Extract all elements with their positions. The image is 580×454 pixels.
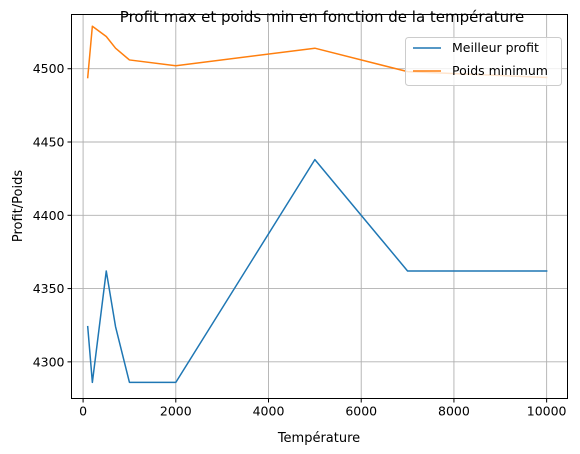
x-axis-label: Température [277,431,360,446]
x-tick-label: 0 [79,404,87,419]
series-line-meilleur-profit [86,158,548,384]
x-tick-label: 2000 [160,404,192,419]
legend-label-poids-minimum: Poids minimum [452,63,548,78]
plot-series [86,25,548,384]
legend-label-meilleur-profit: Meilleur profit [452,40,539,55]
y-tick-label: 4400 [33,208,65,223]
x-tick-label: 6000 [345,404,377,419]
legend-box [405,37,562,86]
x-axis-ticks: 0 2000 4000 6000 8000 10000 [79,398,567,419]
x-tick-label: 4000 [253,404,285,419]
y-tick-label: 4450 [33,135,65,150]
x-tick-label: 10000 [527,404,567,419]
x-tick-label: 8000 [438,404,470,419]
y-tick-label: 4500 [33,61,65,76]
plot-frame [71,14,568,399]
chart-title: Profit max et poids min en fonction de l… [120,8,524,26]
legend: Meilleur profit Poids minimum [405,37,562,86]
y-tick-label: 4350 [33,281,65,296]
y-axis-ticks: 4300 4350 4400 4450 4500 [33,61,72,369]
series-line-poids-minimum [86,25,548,79]
y-axis-label: Profit/Poids [11,170,26,242]
y-tick-label: 4300 [33,354,65,369]
